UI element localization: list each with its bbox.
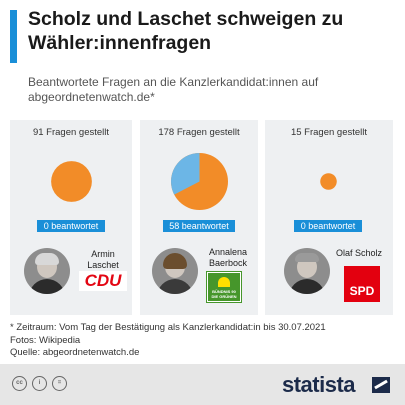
name-baerbock: Annalena Baerbock — [208, 247, 248, 268]
photo-baerbock — [152, 248, 198, 294]
answered-label-laschet: 0 beantwortet — [37, 220, 105, 232]
footnote-source: Quelle: abgeordnetenwatch.de — [10, 347, 140, 358]
cdu-logo: CDU — [79, 271, 127, 291]
name-scholz: Olaf Scholz — [335, 248, 383, 258]
asked-label-laschet: 91 Fragen gestellt — [32, 127, 110, 138]
slice-answered-1 — [170, 152, 199, 195]
asked-label-scholz: 15 Fragen gestellt — [290, 127, 368, 138]
answered-label-scholz: 0 beantwortet — [294, 220, 362, 232]
equals-icon[interactable]: = — [52, 376, 67, 391]
pie-scholz — [319, 172, 337, 190]
greens-logo: BÜNDNIS 90 DIE GRÜNEN — [207, 272, 241, 302]
footer-bar: cc i = statista — [0, 364, 405, 405]
chart-title: Scholz und Laschet schweigen zu Wähler:i… — [28, 8, 344, 54]
answered-label-baerbock: 58 beantwortet — [163, 220, 235, 232]
statista-mark-icon[interactable] — [372, 377, 390, 393]
footnote-period: * Zeitraum: Vom Tag der Bestätigung als … — [10, 322, 326, 333]
spd-logo: SPD — [344, 266, 380, 302]
pie-baerbock — [170, 152, 228, 210]
sunflower-icon — [218, 277, 230, 287]
asked-label-baerbock: 178 Fragen gestellt — [158, 127, 240, 138]
chart-subtitle: Beantwortete Fragen an die Kanzlerkandid… — [28, 75, 319, 104]
slice-unanswered-0 — [50, 160, 92, 202]
photo-laschet — [24, 248, 70, 294]
cc-icon[interactable]: cc — [12, 376, 27, 391]
photo-scholz — [284, 248, 330, 294]
footnotes: * Zeitraum: Vom Tag der Bestätigung als … — [10, 322, 326, 360]
pie-laschet — [50, 160, 92, 202]
footnote-photos: Fotos: Wikipedia — [10, 334, 81, 346]
slice-unanswered-2 — [319, 172, 337, 190]
statista-logo[interactable]: statista — [282, 372, 356, 397]
title-accent-bar — [10, 10, 17, 63]
by-icon[interactable]: i — [32, 376, 47, 391]
name-laschet: Armin Laschet — [87, 249, 119, 270]
